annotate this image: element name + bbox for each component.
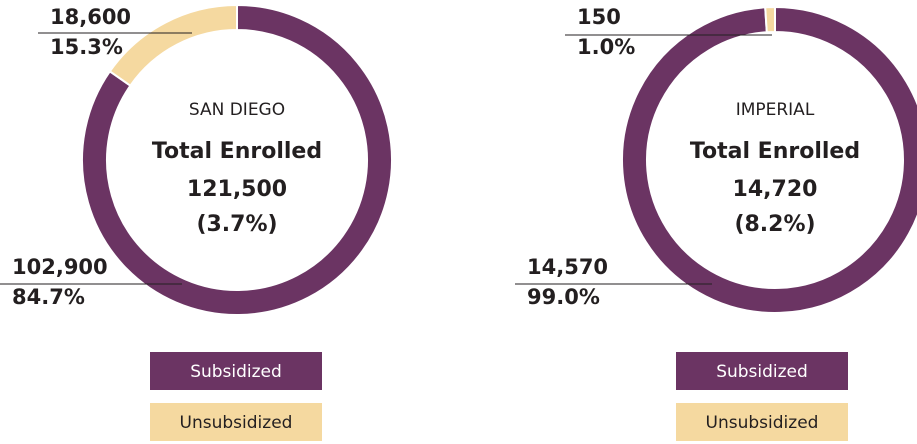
donut-slice — [108, 3, 238, 88]
percentage-label: 1.0% — [577, 35, 635, 59]
legend-swatch — [676, 352, 848, 390]
total-label: 121,500 — [187, 177, 287, 202]
total-label: 14,720 — [733, 177, 818, 202]
legend-swatch — [150, 352, 322, 390]
value-label: 14,570 — [527, 255, 608, 279]
chart-title: IMPERIAL — [736, 100, 815, 120]
legend-label: Subsidized — [190, 362, 282, 382]
legend-label: Unsubsidized — [706, 413, 819, 433]
chart-subtitle: Total Enrolled — [690, 139, 860, 164]
chart-title: SAN DIEGO — [189, 100, 285, 120]
value-label: 18,600 — [50, 5, 131, 29]
donut-slice — [764, 5, 776, 34]
share-label: (3.7%) — [196, 212, 277, 237]
percentage-label: 15.3% — [50, 35, 123, 59]
legend-label: Subsidized — [716, 362, 808, 382]
donut-slice — [81, 3, 393, 316]
legend-swatch — [676, 403, 848, 441]
share-label: (8.2%) — [734, 212, 815, 237]
legend-label: Unsubsidized — [180, 413, 293, 433]
donut-slice — [621, 5, 917, 314]
value-label: 150 — [577, 5, 621, 29]
percentage-label: 99.0% — [527, 285, 600, 309]
percentage-label: 84.7% — [12, 285, 85, 309]
legend-swatch — [150, 403, 322, 441]
chart-subtitle: Total Enrolled — [152, 139, 322, 164]
value-label: 102,900 — [12, 255, 108, 279]
